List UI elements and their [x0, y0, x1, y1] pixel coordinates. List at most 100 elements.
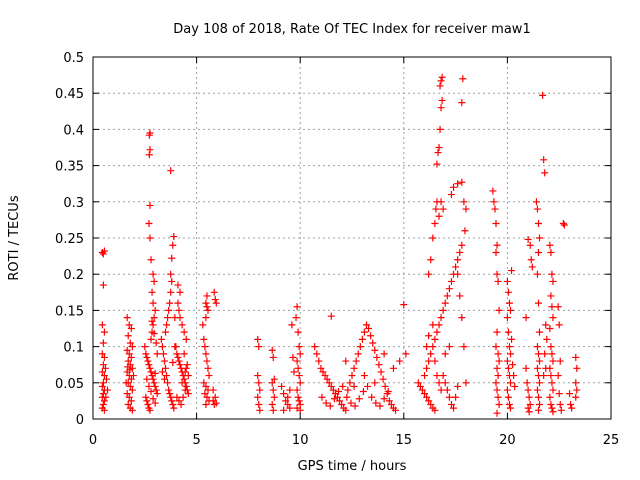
data-point [461, 227, 469, 235]
data-point [150, 314, 158, 322]
data-point [507, 350, 515, 358]
data-point [381, 382, 389, 390]
data-point [522, 364, 530, 372]
data-point [567, 401, 575, 409]
data-point [199, 321, 207, 329]
data-point [492, 343, 500, 351]
data-point [174, 281, 182, 289]
data-point [454, 180, 462, 188]
data-point [339, 382, 347, 390]
data-point [146, 129, 154, 137]
data-point [387, 401, 395, 409]
data-point [546, 364, 554, 372]
data-point [146, 364, 154, 372]
data-point [507, 404, 515, 412]
data-point [566, 390, 574, 398]
data-point [348, 372, 356, 380]
data-point [144, 357, 152, 365]
data-point [524, 404, 532, 412]
data-point [443, 386, 451, 394]
data-point [269, 386, 277, 394]
data-point [437, 314, 445, 322]
data-point [286, 386, 294, 394]
data-point [149, 321, 157, 329]
data-point [342, 406, 350, 414]
data-point [534, 220, 542, 228]
data-point [392, 406, 400, 414]
data-point [145, 361, 153, 369]
data-point [443, 292, 451, 300]
data-point [180, 375, 188, 383]
data-point [172, 343, 180, 351]
x-tick-label: 0 [89, 433, 97, 448]
data-point [294, 364, 302, 372]
data-point [128, 343, 136, 351]
data-point [437, 386, 445, 394]
data-point [425, 270, 433, 278]
data-point [523, 379, 531, 387]
data-point [98, 382, 106, 390]
data-point [494, 372, 502, 380]
x-tick-label: 10 [292, 433, 309, 448]
data-point [175, 357, 183, 365]
data-point [495, 306, 503, 314]
data-point [504, 393, 512, 401]
data-point [556, 357, 564, 365]
data-point [184, 372, 192, 380]
data-point [203, 393, 211, 401]
data-point [432, 205, 440, 213]
data-point [211, 393, 219, 401]
data-point [202, 299, 210, 307]
data-point [270, 393, 278, 401]
data-point [178, 321, 186, 329]
x-axis-title: GPS time / hours [298, 459, 407, 474]
data-point [127, 325, 135, 332]
data-point [149, 299, 157, 307]
data-point [338, 401, 346, 409]
data-point [295, 372, 303, 380]
data-point [427, 401, 435, 409]
data-point [321, 372, 329, 380]
data-point [165, 386, 173, 394]
data-point [98, 368, 106, 376]
data-point [425, 357, 433, 365]
data-point [142, 393, 150, 401]
data-point [268, 346, 276, 354]
data-point [540, 372, 548, 380]
data-point [212, 399, 220, 407]
data-point [423, 393, 431, 401]
data-point [99, 390, 107, 398]
data-point [173, 393, 181, 401]
data-point [436, 82, 444, 90]
data-point [541, 169, 549, 177]
data-point [181, 386, 189, 394]
data-point [295, 343, 303, 351]
data-point [317, 364, 325, 372]
data-point [204, 306, 212, 314]
data-point [536, 401, 544, 409]
data-point [98, 321, 106, 329]
data-point [141, 343, 149, 351]
data-point [546, 393, 554, 401]
data-point [284, 401, 292, 409]
y-tick-label: 0.5 [63, 51, 84, 66]
data-point [159, 350, 167, 358]
y-tick-label: 0.25 [55, 232, 84, 247]
data-point [296, 379, 304, 387]
data-point [292, 314, 300, 322]
data-point [534, 393, 542, 401]
x-tick-label: 25 [603, 433, 620, 448]
data-point [127, 397, 135, 405]
data-point [160, 357, 168, 365]
data-point [447, 191, 455, 199]
data-point [164, 379, 172, 387]
data-point [360, 328, 368, 336]
data-point [458, 314, 466, 322]
chart-title: Day 108 of 2018, Rate Of TEC Index for r… [173, 22, 530, 37]
grid-lines [93, 57, 611, 419]
data-point [460, 343, 468, 351]
data-point [458, 99, 466, 107]
data-point [125, 393, 133, 401]
data-point [202, 350, 210, 358]
data-point [124, 332, 132, 340]
